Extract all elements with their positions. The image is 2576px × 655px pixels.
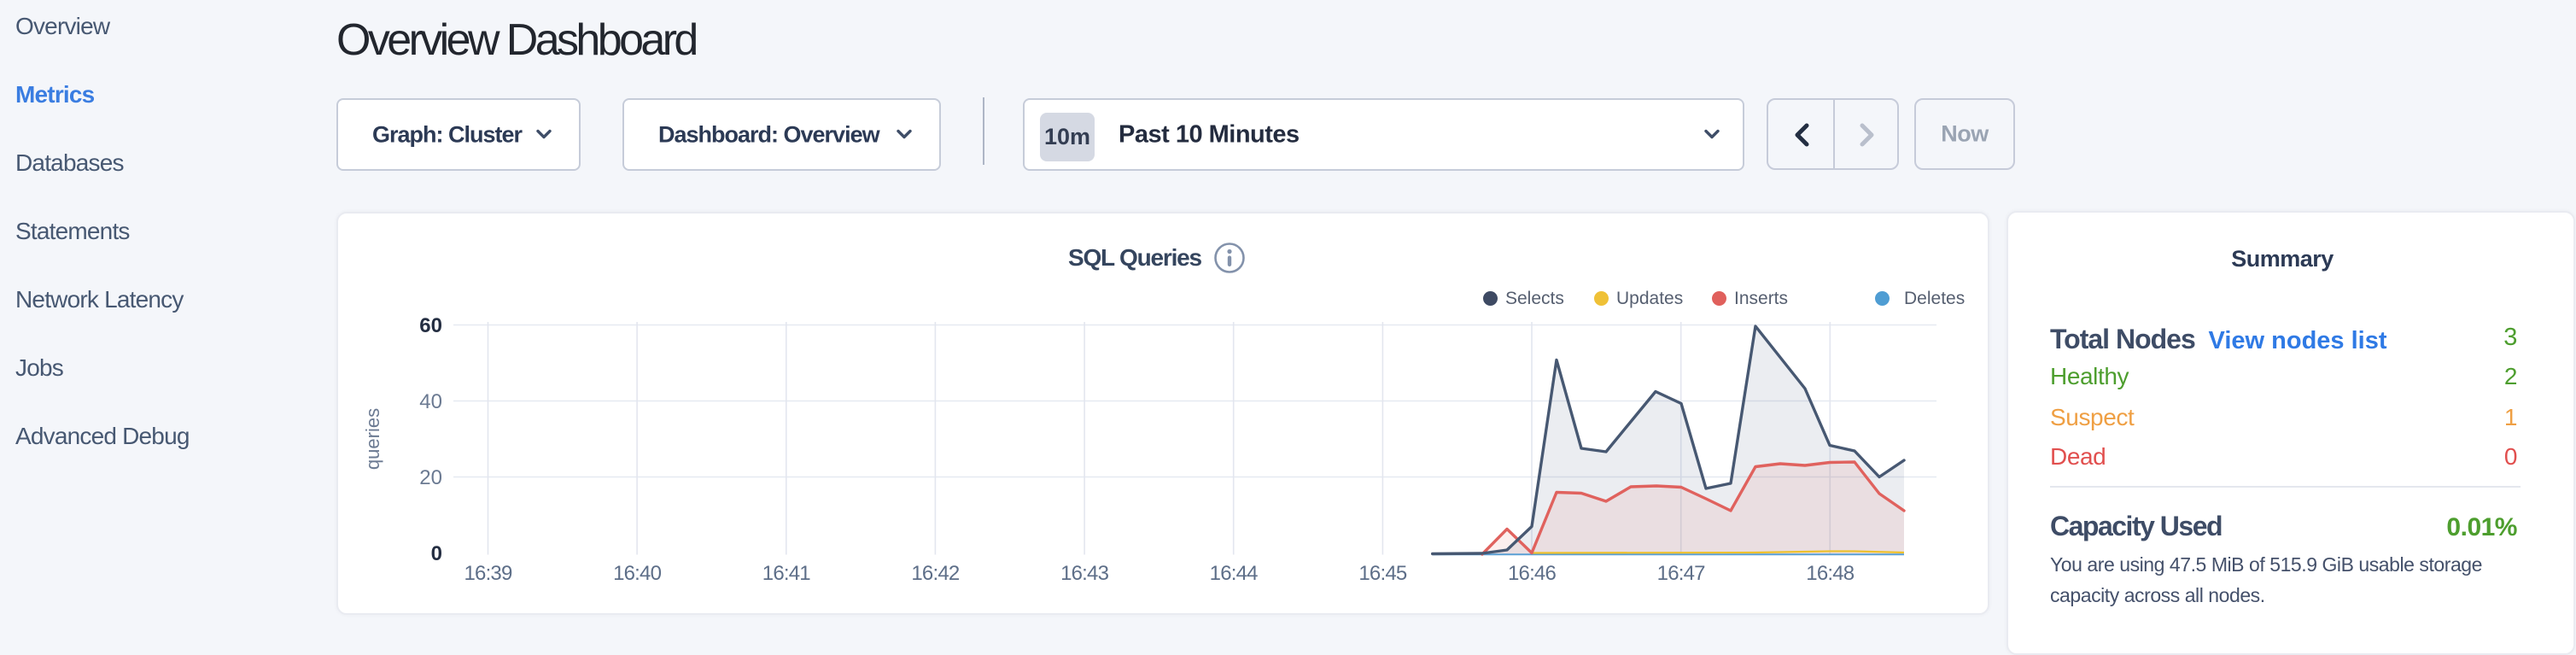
svg-text:16:47: 16:47 (1657, 562, 1706, 585)
svg-text:16:42: 16:42 (911, 562, 960, 585)
svg-text:16:46: 16:46 (1508, 562, 1557, 585)
svg-text:20: 20 (419, 466, 442, 489)
svg-text:40: 40 (419, 390, 442, 413)
svg-text:16:39: 16:39 (464, 562, 512, 585)
svg-text:queries: queries (362, 408, 383, 470)
svg-text:16:44: 16:44 (1210, 562, 1259, 585)
svg-text:16:48: 16:48 (1806, 562, 1855, 585)
svg-text:16:43: 16:43 (1060, 562, 1109, 585)
svg-text:16:41: 16:41 (762, 562, 811, 585)
svg-text:16:40: 16:40 (613, 562, 662, 585)
svg-text:60: 60 (419, 314, 442, 337)
svg-text:0: 0 (431, 542, 442, 565)
svg-text:16:45: 16:45 (1358, 562, 1407, 585)
